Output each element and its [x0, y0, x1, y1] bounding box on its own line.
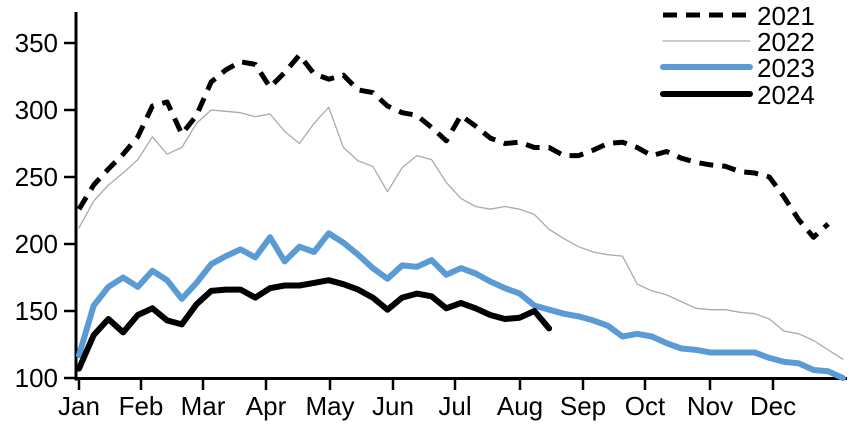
y-tick-label: 300: [15, 95, 58, 125]
x-tick-label: Oct: [625, 391, 666, 421]
series-line-2024: [76, 277, 553, 372]
y-tick-label: 250: [15, 162, 58, 192]
series-line-2022: [78, 106, 844, 360]
y-tick-label: 100: [15, 363, 58, 393]
axes-group: 100 150 200 250 300 350 Jan Feb Mar Apr May Jun Jul A…: [15, 12, 847, 421]
legend-label-2023: 2023: [757, 53, 815, 83]
series-line-2021: [76, 52, 830, 240]
series-group: [76, 52, 846, 381]
x-tick-label: May: [305, 391, 354, 421]
series-line-2023: [76, 230, 846, 381]
x-tick-label: Jun: [372, 391, 414, 421]
x-tick-label: Mar: [181, 391, 226, 421]
legend-label-2024: 2024: [757, 80, 815, 110]
y-tick-label: 150: [15, 296, 58, 326]
x-tick-label: Jul: [438, 391, 471, 421]
legend-label-2022: 2022: [757, 27, 815, 57]
x-tick-label: Sep: [560, 391, 606, 421]
y-tick-label: 200: [15, 229, 58, 259]
x-tick-label: Feb: [119, 391, 164, 421]
x-tick-label: Jan: [58, 391, 100, 421]
x-tick-label: Aug: [497, 391, 543, 421]
legend-label-2021: 2021: [757, 1, 815, 31]
y-tick-label: 350: [15, 28, 58, 58]
x-tick-label: Nov: [687, 391, 733, 421]
x-tick-label: Dec: [750, 391, 796, 421]
x-tick-label: Apr: [246, 391, 287, 421]
